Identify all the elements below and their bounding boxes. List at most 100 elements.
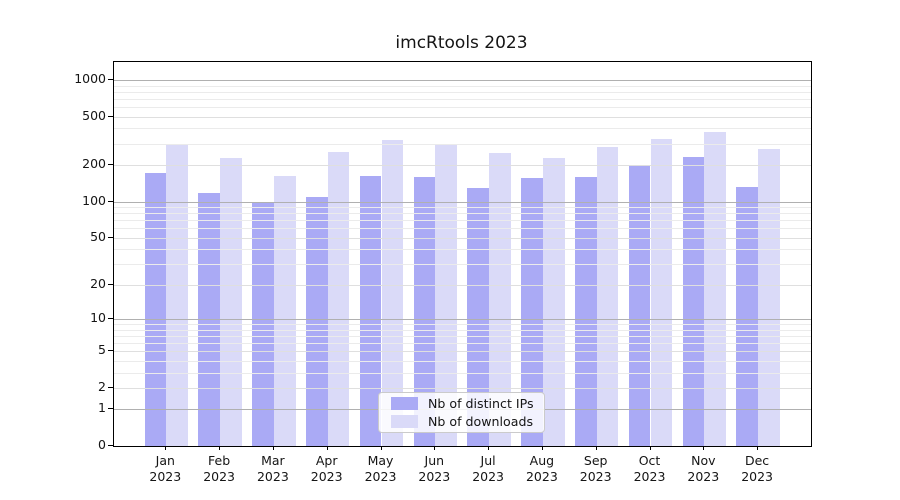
bar-downloads-mar [273, 176, 296, 446]
bar-ips-dec [736, 187, 759, 446]
x-tick-label-mar: Mar 2023 [256, 453, 289, 484]
legend: Nb of distinct IPs Nb of downloads [378, 392, 545, 433]
bar-downloads-nov [704, 131, 727, 446]
plot-area [113, 61, 812, 447]
x-tick-label-feb: Feb 2023 [203, 453, 235, 484]
x-tick-mark-aug [541, 446, 543, 450]
gridline-400 [114, 128, 811, 130]
y-tick-mark-0 [108, 445, 113, 446]
y-tick-label-500: 500 [82, 107, 106, 123]
gridline-4 [114, 360, 811, 362]
x-tick-label-nov: Nov 2023 [687, 453, 720, 484]
y-tick-mark-5 [108, 350, 113, 352]
y-tick-mark-1000 [108, 78, 113, 80]
gridline-800 [114, 91, 811, 93]
legend-label-distinct-ips: Nb of distinct IPs [428, 396, 534, 411]
y-tick-label-0: 0 [98, 437, 106, 452]
gridline-7 [114, 335, 811, 337]
x-tick-label-jul: Jul 2023 [472, 453, 504, 484]
y-tick-mark-100 [108, 200, 113, 202]
legend-item-distinct-ips: Nb of distinct IPs [387, 396, 536, 411]
gridline-70 [114, 220, 811, 222]
y-tick-mark-50 [108, 236, 113, 238]
bar-downloads-sep [596, 147, 619, 446]
bar-downloads-oct [650, 139, 673, 446]
bar-downloads-jan [166, 144, 189, 446]
x-tick-label-aug: Aug 2023 [525, 453, 558, 484]
legend-swatch-distinct-ips [391, 397, 418, 410]
bar-ips-jan [144, 173, 167, 446]
bar-ips-apr [305, 197, 328, 446]
legend-swatch-downloads [391, 415, 418, 428]
y-tick-label-200: 200 [82, 156, 106, 171]
x-tick-mark-apr [326, 446, 328, 450]
bar-downloads-feb [220, 158, 242, 446]
x-tick-label-may: May 2023 [364, 453, 397, 484]
y-tick-label-10: 10 [90, 310, 106, 325]
gridline-700 [114, 98, 811, 100]
bar-downloads-aug [542, 158, 565, 446]
x-tick-mark-dec [757, 446, 759, 450]
x-tick-label-sep: Sep 2023 [579, 453, 612, 484]
bar-ips-may [359, 175, 382, 446]
gridline-300 [114, 143, 811, 145]
x-tick-mark-jan [165, 446, 167, 450]
gridline-8 [114, 329, 811, 331]
x-tick-label-jun: Jun 2023 [418, 453, 451, 484]
gridline-2 [114, 387, 811, 389]
y-tick-mark-1 [108, 408, 113, 410]
gridline-60 [114, 228, 811, 230]
gridline-3 [114, 372, 811, 374]
y-tick-mark-10 [108, 318, 113, 319]
x-tick-label-jan: Jan 2023 [149, 453, 182, 484]
gridline-30 [114, 264, 811, 266]
y-tick-label-1000: 1000 [74, 70, 106, 86]
bar-ips-jun [413, 176, 436, 446]
x-tick-label-oct: Oct 2023 [633, 453, 666, 484]
y-tick-label-2: 2 [98, 378, 106, 394]
chart-title: imcRtools 2023 [395, 33, 528, 53]
y-tick-label-20: 20 [90, 275, 106, 291]
gridline-200 [114, 165, 811, 166]
gridline-50 [114, 237, 811, 239]
gridline-80 [114, 213, 811, 215]
y-tick-label-50: 50 [90, 228, 106, 244]
y-tick-label-100: 100 [82, 192, 106, 208]
x-tick-mark-feb [219, 446, 221, 450]
bar-ips-oct [628, 165, 651, 446]
legend-item-downloads: Nb of downloads [387, 414, 536, 429]
gridline-20 [114, 284, 811, 286]
x-tick-mark-jul [488, 446, 490, 450]
gridline-10 [114, 319, 811, 320]
x-tick-label-dec: Dec 2023 [741, 453, 773, 484]
x-tick-mark-nov [703, 446, 705, 450]
gridline-90 [114, 207, 811, 208]
gridline-100 [114, 201, 811, 203]
bar-ips-sep [574, 177, 597, 446]
x-tick-mark-may [380, 446, 382, 450]
y-tick-mark-20 [108, 283, 113, 285]
gridlines-layer [114, 62, 811, 446]
y-tick-mark-2 [108, 386, 113, 388]
gridline-1000 [114, 79, 811, 81]
bar-ips-jul [467, 187, 490, 446]
y-tick-mark-500 [108, 115, 113, 117]
x-tick-mark-sep [595, 446, 597, 450]
x-tick-mark-mar [272, 446, 274, 450]
bar-downloads-dec [758, 149, 780, 446]
x-tick-label-apr: Apr 2023 [310, 453, 343, 484]
gridline-9 [114, 324, 811, 325]
y-tick-label-1: 1 [98, 400, 106, 416]
x-tick-mark-jun [434, 446, 436, 450]
gridline-900 [114, 85, 811, 87]
y-tick-label-5: 5 [98, 342, 106, 358]
bar-downloads-jun [435, 144, 458, 446]
gridline-40 [114, 249, 811, 251]
x-tick-mark-oct [649, 446, 651, 450]
gridline-500 [114, 116, 811, 118]
bar-downloads-may [381, 139, 404, 446]
gridline-6 [114, 342, 811, 344]
gridline-600 [114, 107, 811, 108]
y-tick-mark-200 [108, 164, 113, 165]
